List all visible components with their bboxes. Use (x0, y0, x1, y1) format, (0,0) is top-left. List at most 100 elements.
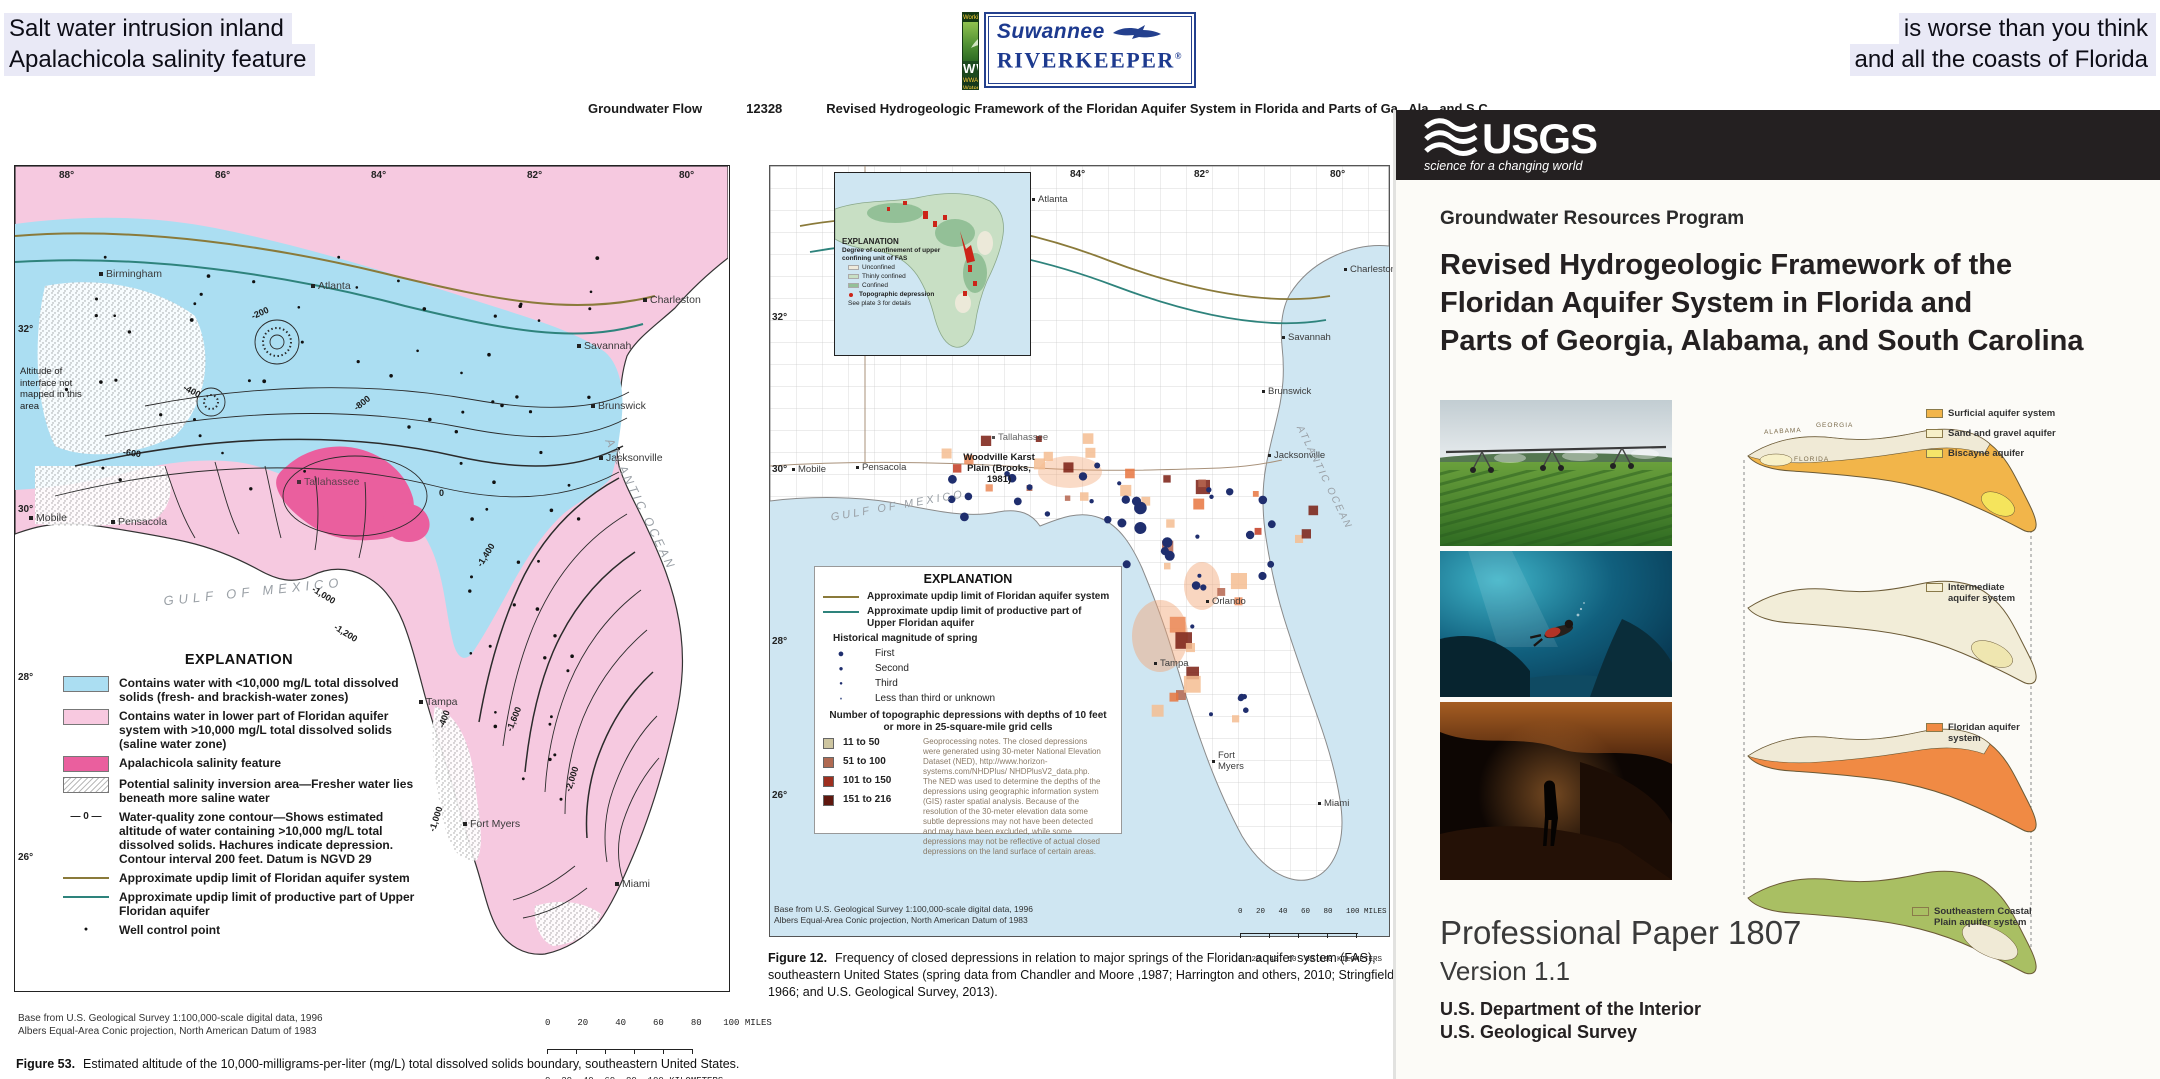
city-marker-icon (1262, 390, 1265, 393)
city-marker-icon (992, 436, 995, 439)
legend-item: Approximate updip limit of productive pa… (823, 606, 1113, 630)
city-label: Tallahassee (297, 476, 359, 488)
depression-count-swatch (823, 776, 834, 787)
inset-legend-item: Unconfined (842, 264, 950, 272)
inset-map-art (835, 193, 1004, 348)
legend-item: ● Third (823, 678, 1113, 690)
city-marker-icon (1282, 336, 1285, 339)
aquifer-legend-item: Floridan aquifer system (1926, 722, 2026, 744)
photo-spring-art (1440, 551, 1672, 697)
figure53-base-credit: Base from U.S. Geological Survey 1:100,0… (18, 1013, 323, 1037)
latitude-tick: 28° (772, 636, 788, 647)
legend-swatch: ● (837, 648, 845, 660)
city-label: Mobile (29, 512, 67, 524)
aquifer-legend-swatch (1926, 723, 1943, 732)
usgs-cover: USGS science for a changing world Ground… (1393, 110, 2160, 1079)
legend-swatch (823, 611, 859, 613)
aquifer-legend-item: Intermediate aquifer system (1926, 582, 2036, 604)
city-label: Jacksonville (599, 452, 663, 464)
city-label: Miami (615, 878, 650, 890)
legend-label: Contains water with <10,000 mg/L total d… (119, 676, 399, 704)
inset-legend-swatch (848, 283, 859, 288)
latitude-tick: 28° (18, 672, 34, 683)
latitude-tick: 26° (772, 790, 788, 801)
city-label: Brunswick (1262, 386, 1311, 397)
headline-left-line2: Apalachicola salinity feature (4, 44, 315, 76)
city-marker-icon (615, 882, 619, 886)
legend-item: ● Well control point (63, 923, 415, 937)
city-label: Miami (1318, 798, 1349, 809)
city-marker-icon (856, 466, 859, 469)
legend-swatch: ● (839, 681, 843, 687)
cover-title: Revised Hydrogeologic Framework of the F… (1440, 249, 2084, 357)
inset-explanation: EXPLANATION Degree of confinement of upp… (842, 237, 950, 307)
depression-count-item: 101 to 150 (823, 775, 923, 787)
figure12-explanation: EXPLANATION Approximate updip limit of F… (814, 566, 1122, 856)
city-marker-icon (1032, 198, 1035, 201)
jumping-fish-icon (971, 39, 978, 48)
wwals-logo: Working for Watershed Conservation WWALS… (962, 12, 979, 90)
inset-legend-item: Confined (842, 282, 950, 290)
aquifer-stack-diagram (1743, 428, 2037, 975)
city-label: Charleston (643, 294, 701, 306)
legend-item: ● First (823, 648, 1113, 660)
city-label: Birmingham (99, 268, 162, 280)
depression-count-item: 11 to 50 (823, 737, 923, 749)
city-label: Tampa (419, 696, 458, 708)
figure12-caption: Figure 12. Frequency of closed depression… (768, 951, 1398, 999)
figure12-base-credit: Base from U.S. Geological Survey 1:100,0… (774, 904, 1033, 925)
pdf-page-number: 12328 (746, 101, 783, 116)
city-marker-icon (419, 700, 423, 704)
aquifer-legend-item: Biscayne aquifer (1926, 448, 2024, 459)
figure53-caption: Figure 53. Estimated altitude of the 10,0… (16, 1057, 740, 1071)
headline-right-line1: is worse than you think (1898, 13, 2156, 45)
wwals-fish-art (963, 21, 978, 61)
inset-explanation-title: EXPLANATION (842, 237, 899, 246)
legend-label: Contains water in lower part of Floridan… (119, 709, 392, 751)
figure53-explanation: EXPLANATION Contains water with <10,000 … (63, 652, 415, 942)
depression-count-swatch (823, 738, 834, 749)
aquifer-legend-item: Southeastern Coastal Plain aquifer syste… (1912, 906, 2042, 928)
depression-count-item: 51 to 100 (823, 756, 923, 768)
city-marker-icon (297, 480, 301, 484)
figure53-map-art (15, 166, 728, 955)
wwals-subtext: WWALS Watershed Coalition wwals.net (963, 76, 978, 89)
photo-irrigation-art (1440, 400, 1672, 546)
legend-label: Approximate updip limit of Floridan aqui… (867, 591, 1110, 602)
pdf-running-title: Revised Hydrogeologic Framework of the F… (826, 101, 1492, 116)
inset-see-note: See plate 3 for details (848, 300, 911, 307)
legend-label: Approximate updip limit of productive pa… (119, 890, 415, 918)
explanation-title: EXPLANATION (184, 652, 294, 668)
riverkeeper-suwannee-text: Suwannee (996, 20, 1105, 43)
legend-swatch: ● (838, 664, 844, 673)
figure12-scale-bar: 0 20 40 60 80 100 MILES 0 20 40 60 80 10… (1238, 908, 1387, 964)
aquifer-legend-swatch (1926, 583, 1943, 592)
legend-swatch: ● (839, 696, 843, 701)
figure53-map-panel: 88° 86° 84° 82° 80° 32° 30° 28° 26° Altitude of… (14, 165, 730, 992)
legend-label: Historical magnitude of spring (833, 633, 978, 644)
aquifer-legend-swatch (1926, 429, 1943, 438)
city-label: Atlanta (1032, 194, 1068, 205)
city-marker-icon (1212, 759, 1215, 763)
legend-swatch (823, 596, 859, 598)
cover-version: Version 1.1 (1440, 956, 1571, 986)
usgs-tagline: science for a changing world (1424, 159, 1583, 173)
legend-item: — 0 — Water-quality zone contour—Shows e… (63, 810, 415, 866)
wwals-wordmark: WWALS (963, 60, 978, 77)
city-marker-icon (599, 456, 603, 460)
legend-swatch: — 0 — (70, 811, 102, 822)
city-marker-icon (99, 272, 103, 276)
not-mapped-note: Altitude of interface not mapped in this… (20, 366, 82, 412)
legend-label: Well control point (119, 923, 221, 937)
riverkeeper-logo: Suwannee RIVERKEEPER® (983, 12, 1196, 88)
city-label: Fort Myers (1212, 750, 1250, 772)
photo-cave (1440, 702, 1672, 880)
figure12-map-panel: EXPLANATION Degree of confinement of upp… (769, 165, 1396, 964)
depression-count-item: 151 to 216 (823, 794, 923, 806)
city-marker-icon (463, 822, 467, 826)
city-label: Pensacola (856, 462, 906, 473)
figure53-scale-bar: 0 20 40 60 80 100 MILES 0 20 40 60 80 10… (545, 998, 772, 1079)
legend-item: Historical magnitude of spring (823, 633, 1113, 645)
depression-count-swatch (823, 795, 834, 806)
